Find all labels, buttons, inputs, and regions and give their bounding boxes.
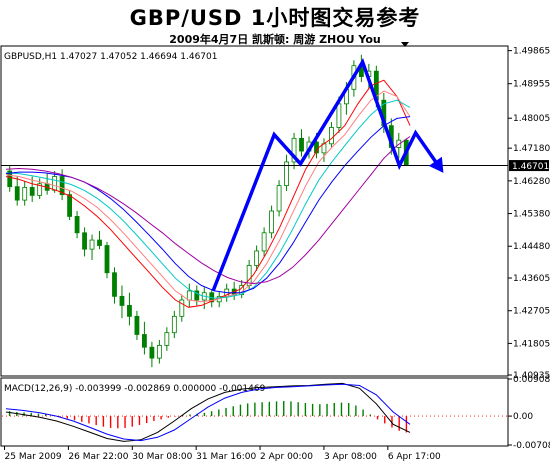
- macd-panel: [0, 377, 509, 447]
- candle-body: [29, 186, 35, 196]
- candle-body: [186, 290, 192, 301]
- candle-body: [171, 315, 177, 334]
- chart-subtitle: 2009年4月7日 凯斯顿: 周游 ZHOU You: [169, 33, 381, 46]
- time-tick-label: 26 Mar 22:00: [68, 452, 128, 462]
- candle-body: [164, 332, 170, 346]
- macd-histogram: [2, 400, 507, 433]
- zigzag-pattern-line: [211, 58, 441, 292]
- candle-body: [261, 232, 267, 252]
- candle-body: [67, 194, 72, 217]
- candle-body: [82, 232, 87, 250]
- time-axis: 25 Mar 2009 26 Mar 22:00 30 Mar 08:00 31 Ma…: [4, 446, 441, 462]
- price-tick-label: 1.47180: [513, 144, 550, 154]
- candle-body: [276, 185, 282, 212]
- price-axis: 1.49865 1.48955 1.48005 1.47180 1.46280 1.453…: [508, 47, 550, 381]
- candle-body: [104, 245, 110, 274]
- price-tick-label: 1.45380: [513, 210, 550, 220]
- time-tick-label: 3 Apr 08:00: [324, 452, 377, 462]
- moving-averages: [5, 79, 411, 308]
- candle-body: [74, 216, 80, 234]
- candle-body: [112, 272, 117, 297]
- candle-body: [336, 103, 342, 128]
- candle-body: [14, 186, 20, 201]
- price-tick-label: 1.43605: [513, 274, 550, 284]
- candle-body: [179, 299, 185, 317]
- time-tick-label: 31 Mar 16:00: [196, 452, 256, 462]
- candle-body: [291, 137, 297, 163]
- time-tick-label: 30 Mar 08:00: [132, 452, 192, 462]
- candle-body: [97, 239, 102, 246]
- moving-average-line: [5, 90, 411, 303]
- candle-body: [142, 334, 147, 348]
- current-price-label: 1.46701: [512, 162, 549, 172]
- time-tick-label: 25 Mar 2009: [5, 452, 62, 462]
- candle-body: [269, 210, 274, 234]
- moving-average-line: [5, 136, 411, 285]
- candle-body: [22, 186, 28, 201]
- candles: [7, 54, 409, 368]
- candle-body: [7, 170, 13, 188]
- price-tick-label: 1.42705: [513, 307, 550, 317]
- candle-body: [329, 127, 334, 145]
- moving-average-line: [5, 79, 411, 308]
- price-tick-label: 1.48005: [513, 114, 550, 124]
- candle-body: [254, 250, 260, 266]
- price-tick-label: 1.44480: [513, 242, 550, 252]
- candle-body: [149, 346, 155, 359]
- candle-body: [52, 176, 58, 191]
- arrow-head-icon: [428, 156, 444, 173]
- instrument-label: GBPUSD,H1 1.47027 1.47052 1.46694 1.4670…: [4, 52, 217, 62]
- macd-tick-label: 0.00: [513, 412, 533, 422]
- candle-body: [284, 161, 289, 186]
- candle-body: [59, 176, 65, 196]
- candle-body: [134, 315, 140, 335]
- candle-body: [37, 183, 43, 196]
- candle-body: [119, 295, 125, 306]
- price-tick-label: 1.46280: [513, 177, 550, 187]
- price-tick-label: 1.49865: [513, 47, 550, 57]
- macd-tick-label: 0.00908: [513, 375, 550, 385]
- current-price-marker: [509, 160, 549, 172]
- price-tick-label: 1.41805: [513, 339, 550, 349]
- candle-body: [299, 137, 304, 152]
- time-tick-label: 6 Apr 17:00: [388, 452, 441, 462]
- candle-body: [194, 290, 200, 301]
- macd-signal-line: [5, 382, 411, 442]
- price-tick-label: 1.48955: [513, 80, 550, 90]
- macd-lines: [5, 382, 411, 442]
- candle-body: [156, 344, 162, 359]
- moving-average-line: [5, 116, 411, 294]
- moving-average-line: [5, 99, 411, 299]
- macd-tick-label: -0.00708: [513, 441, 550, 451]
- price-tick-label: 1.40935: [513, 371, 550, 381]
- candle-body: [127, 305, 132, 317]
- macd-signal-line: [5, 383, 411, 442]
- candle-body: [89, 239, 95, 250]
- chart-title: GBP/USD 1小时图交易参考: [129, 6, 421, 30]
- macd-axis: 0.00908 0.00 -0.00708: [508, 375, 550, 451]
- price-panel: [0, 45, 509, 377]
- macd-label: MACD(12,26,9) -0.003999 -0.002869 0.0000…: [4, 384, 266, 394]
- shift-marker-icon: [401, 42, 409, 47]
- time-tick-label: 2 Apr 00:00: [260, 452, 313, 462]
